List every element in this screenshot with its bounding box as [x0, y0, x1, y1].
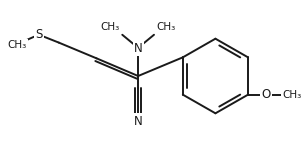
Text: N: N [134, 42, 143, 55]
Text: O: O [261, 88, 271, 101]
Text: CH₃: CH₃ [156, 22, 176, 32]
Text: S: S [35, 28, 43, 41]
Text: N: N [134, 115, 143, 128]
Text: CH₃: CH₃ [8, 40, 27, 50]
Text: CH₃: CH₃ [101, 22, 120, 32]
Text: CH₃: CH₃ [282, 90, 301, 100]
